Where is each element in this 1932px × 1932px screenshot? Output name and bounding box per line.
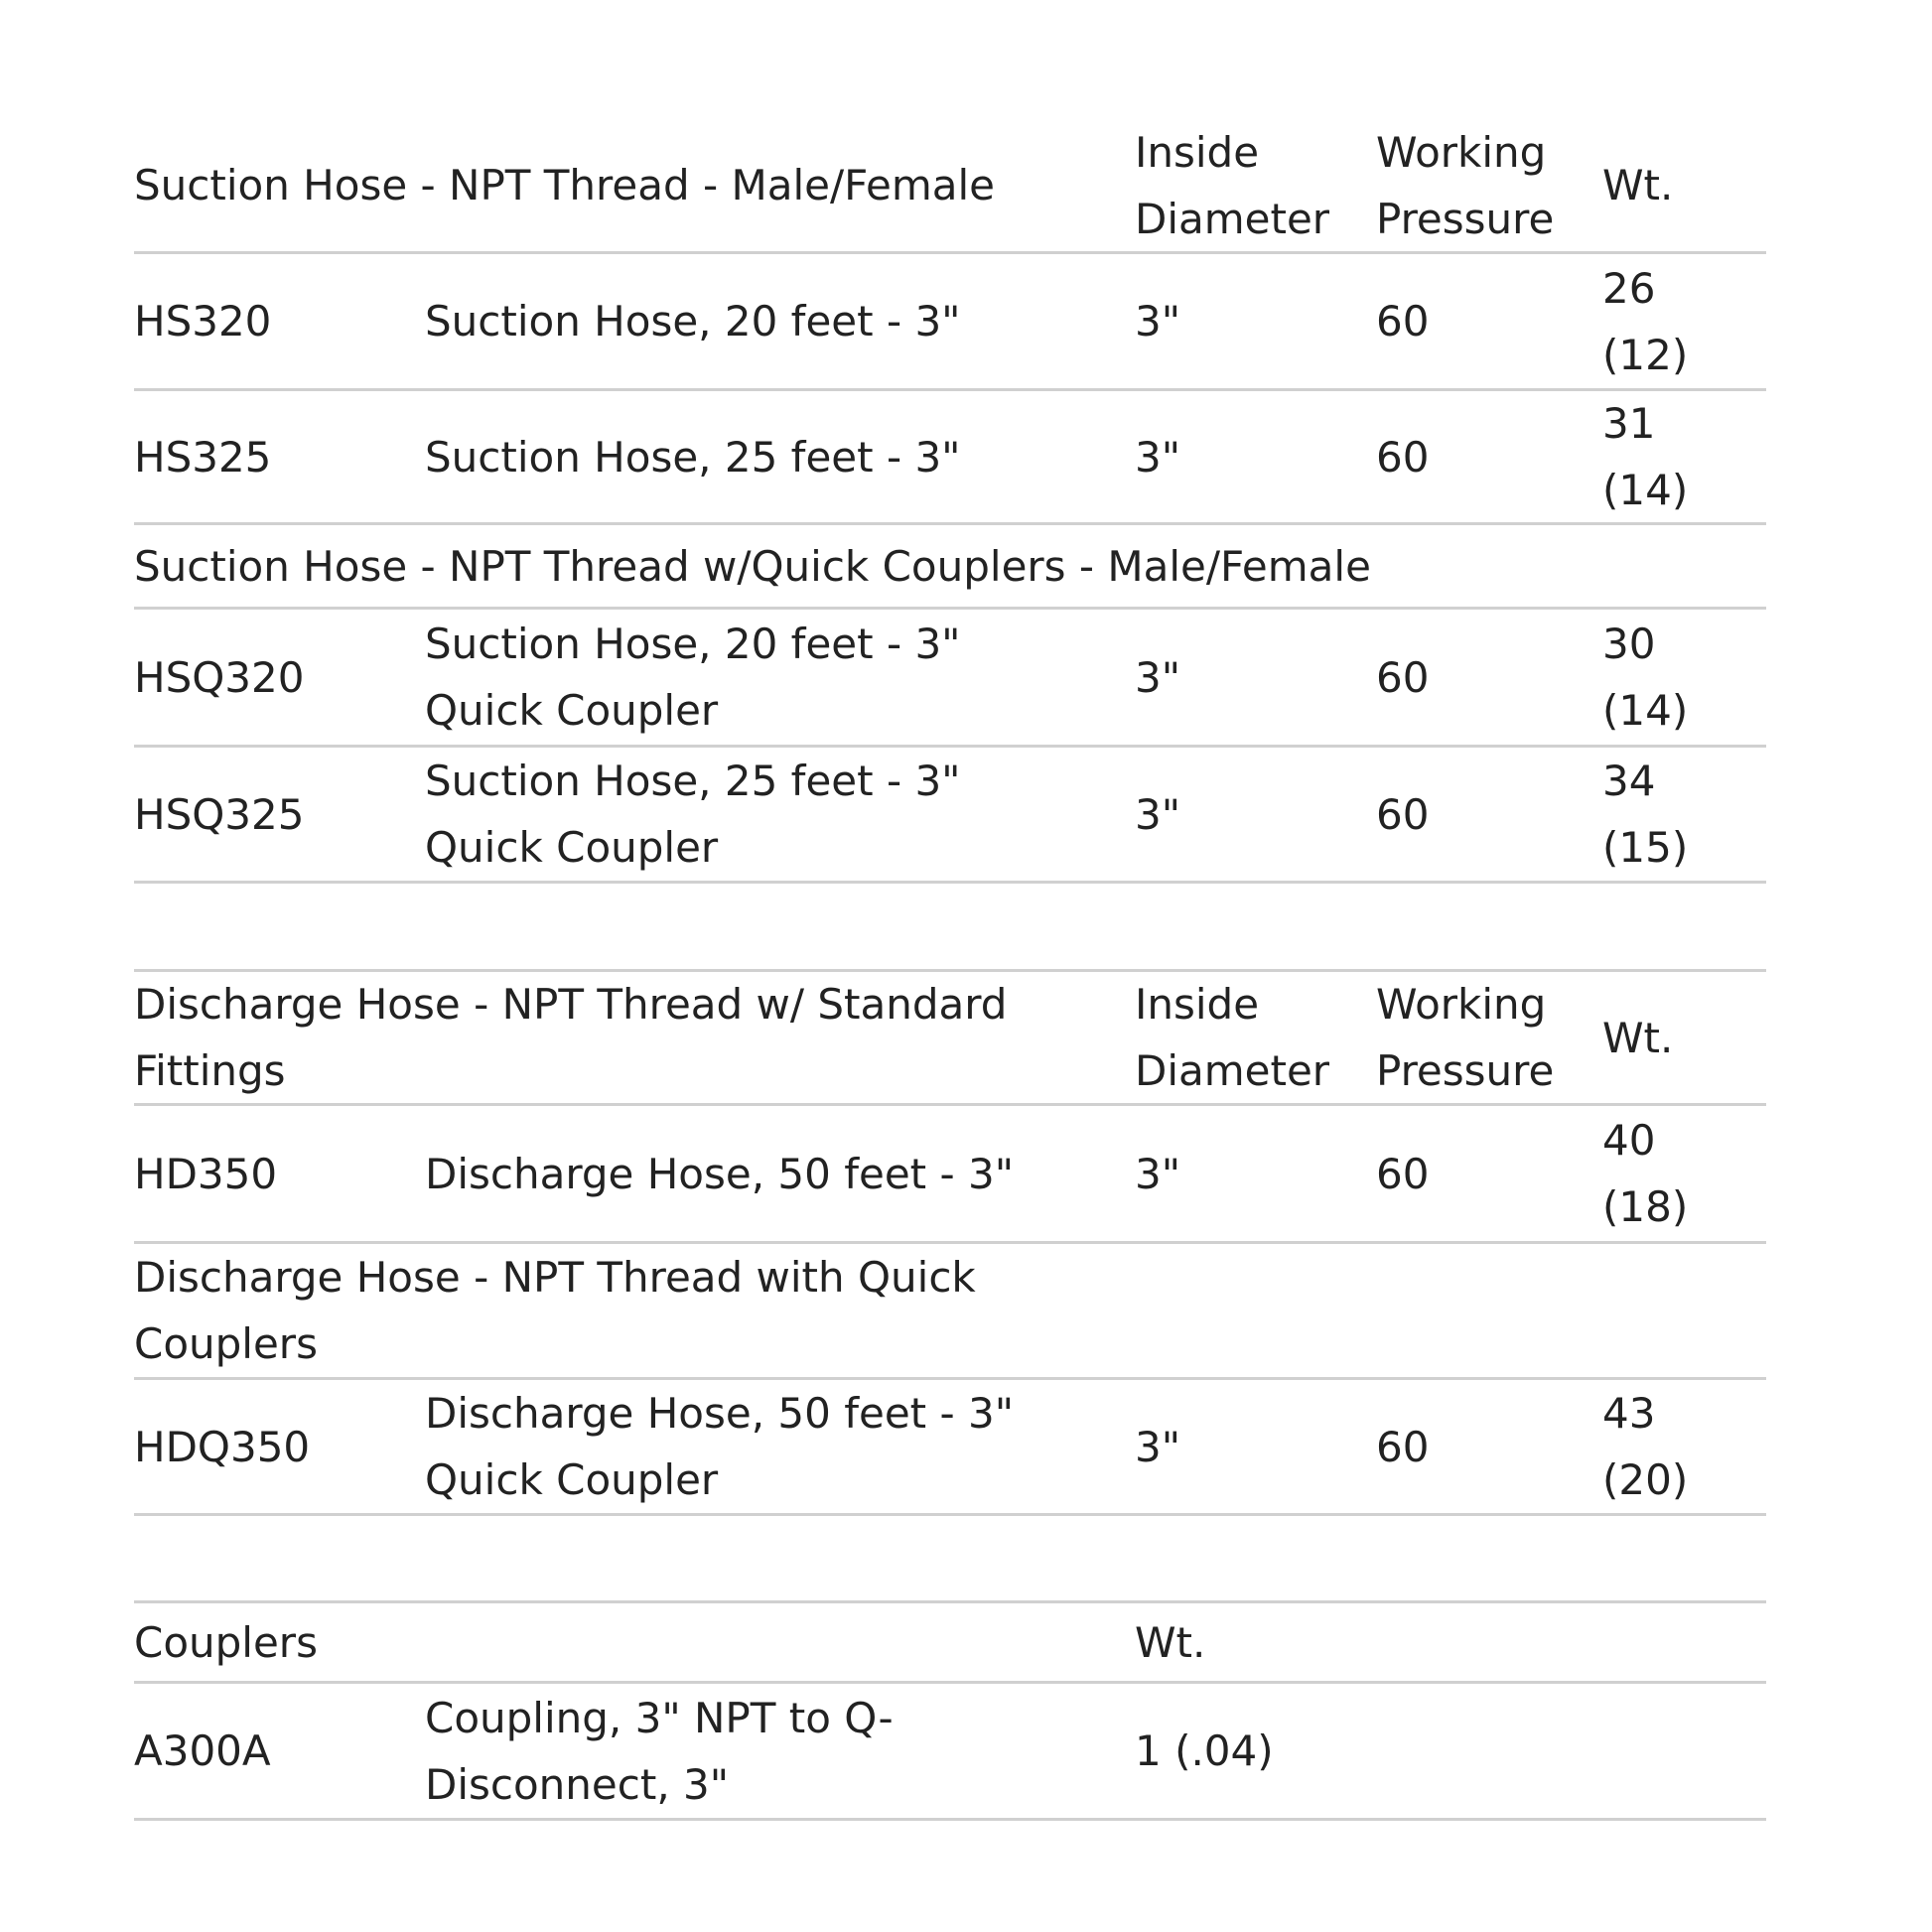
column-header-inside-diameter: Inside Diameter [1135, 980, 1330, 1095]
column-header-working-pressure: Working Pressure [1376, 127, 1555, 243]
weight: 31 (14) [1602, 399, 1689, 514]
column-header-inside-diameter: Inside Diameter [1135, 127, 1330, 243]
column-header-weight: Wt. [1602, 161, 1674, 209]
weight: 40 (18) [1602, 1116, 1689, 1231]
weight: 43 (20) [1602, 1389, 1689, 1504]
working-pressure: 60 [1376, 652, 1430, 702]
weight: 34 (15) [1602, 757, 1689, 872]
section-title: Discharge Hose - NPT Thread with Quick C… [134, 1253, 976, 1368]
section-header-row: Discharge Hose - NPT Thread with Quick C… [134, 1244, 1766, 1380]
table-row: HSQ320 Suction Hose, 20 feet - 3" Quick C… [134, 610, 1766, 748]
table-title: Couplers [134, 1617, 318, 1667]
part-number: HDQ350 [134, 1422, 311, 1471]
working-pressure: 60 [1376, 1149, 1430, 1198]
column-header-working-pressure: Working Pressure [1376, 980, 1555, 1095]
working-pressure: 60 [1376, 432, 1430, 482]
inside-diameter: 3" [1135, 1422, 1181, 1471]
table-row: A300A Coupling, 3" NPT to Q- Disconnect, … [134, 1684, 1766, 1821]
description: Discharge Hose, 50 feet - 3" Quick Coupl… [425, 1389, 1015, 1504]
description: Suction Hose, 20 feet - 3" [425, 297, 961, 345]
table-row: HS320 Suction Hose, 20 feet - 3" 3" 60 26 (1… [134, 254, 1766, 391]
part-number: HS325 [134, 432, 272, 482]
part-number: HD350 [134, 1149, 278, 1198]
discharge-hose-table: Discharge Hose - NPT Thread w/ Standard … [134, 969, 1766, 1516]
description: Suction Hose, 25 feet - 3" Quick Coupler [425, 757, 961, 872]
part-number: HS320 [134, 297, 272, 345]
table-header-row: Discharge Hose - NPT Thread w/ Standard … [134, 969, 1766, 1106]
description: Coupling, 3" NPT to Q- Disconnect, 3" [425, 1693, 894, 1809]
column-header-weight: Wt. [1602, 1013, 1674, 1062]
table-header-row: Suction Hose - NPT Thread - Male/Female I… [134, 119, 1766, 254]
description: Discharge Hose, 50 feet - 3" [425, 1149, 1015, 1198]
inside-diameter: 3" [1135, 432, 1181, 482]
working-pressure: 60 [1376, 297, 1430, 345]
inside-diameter: 3" [1135, 789, 1181, 839]
couplers-table: Couplers Wt. A300A Coupling, 3" NPT to Q- D… [134, 1600, 1766, 1821]
part-number: HSQ325 [134, 789, 305, 839]
section-header-row: Suction Hose - NPT Thread w/Quick Couple… [134, 525, 1766, 610]
part-number: HSQ320 [134, 652, 305, 702]
part-number: A300A [134, 1726, 271, 1775]
inside-diameter: 3" [1135, 297, 1181, 345]
suction-hose-table: Suction Hose - NPT Thread - Male/Female I… [134, 119, 1766, 884]
table-title: Discharge Hose - NPT Thread w/ Standard … [134, 980, 1008, 1095]
table-row: HDQ350 Discharge Hose, 50 feet - 3" Quick… [134, 1380, 1766, 1516]
column-header-weight: Wt. [1135, 1617, 1206, 1667]
weight: 1 (.04) [1135, 1726, 1274, 1775]
table-header-row: Couplers Wt. [134, 1600, 1766, 1684]
table-title: Suction Hose - NPT Thread - Male/Female [134, 161, 995, 209]
inside-diameter: 3" [1135, 652, 1181, 702]
description: Suction Hose, 20 feet - 3" Quick Coupler [425, 620, 961, 735]
table-row: HD350 Discharge Hose, 50 feet - 3" 3" 60 40 … [134, 1106, 1766, 1244]
weight: 26 (12) [1602, 263, 1689, 379]
table-row: HS325 Suction Hose, 25 feet - 3" 3" 60 31 (1… [134, 391, 1766, 525]
table-row: HSQ325 Suction Hose, 25 feet - 3" Quick C… [134, 748, 1766, 884]
working-pressure: 60 [1376, 789, 1430, 839]
working-pressure: 60 [1376, 1422, 1430, 1471]
weight: 30 (14) [1602, 620, 1689, 735]
inside-diameter: 3" [1135, 1149, 1181, 1198]
description: Suction Hose, 25 feet - 3" [425, 432, 961, 482]
section-title: Suction Hose - NPT Thread w/Quick Couple… [134, 541, 1371, 591]
